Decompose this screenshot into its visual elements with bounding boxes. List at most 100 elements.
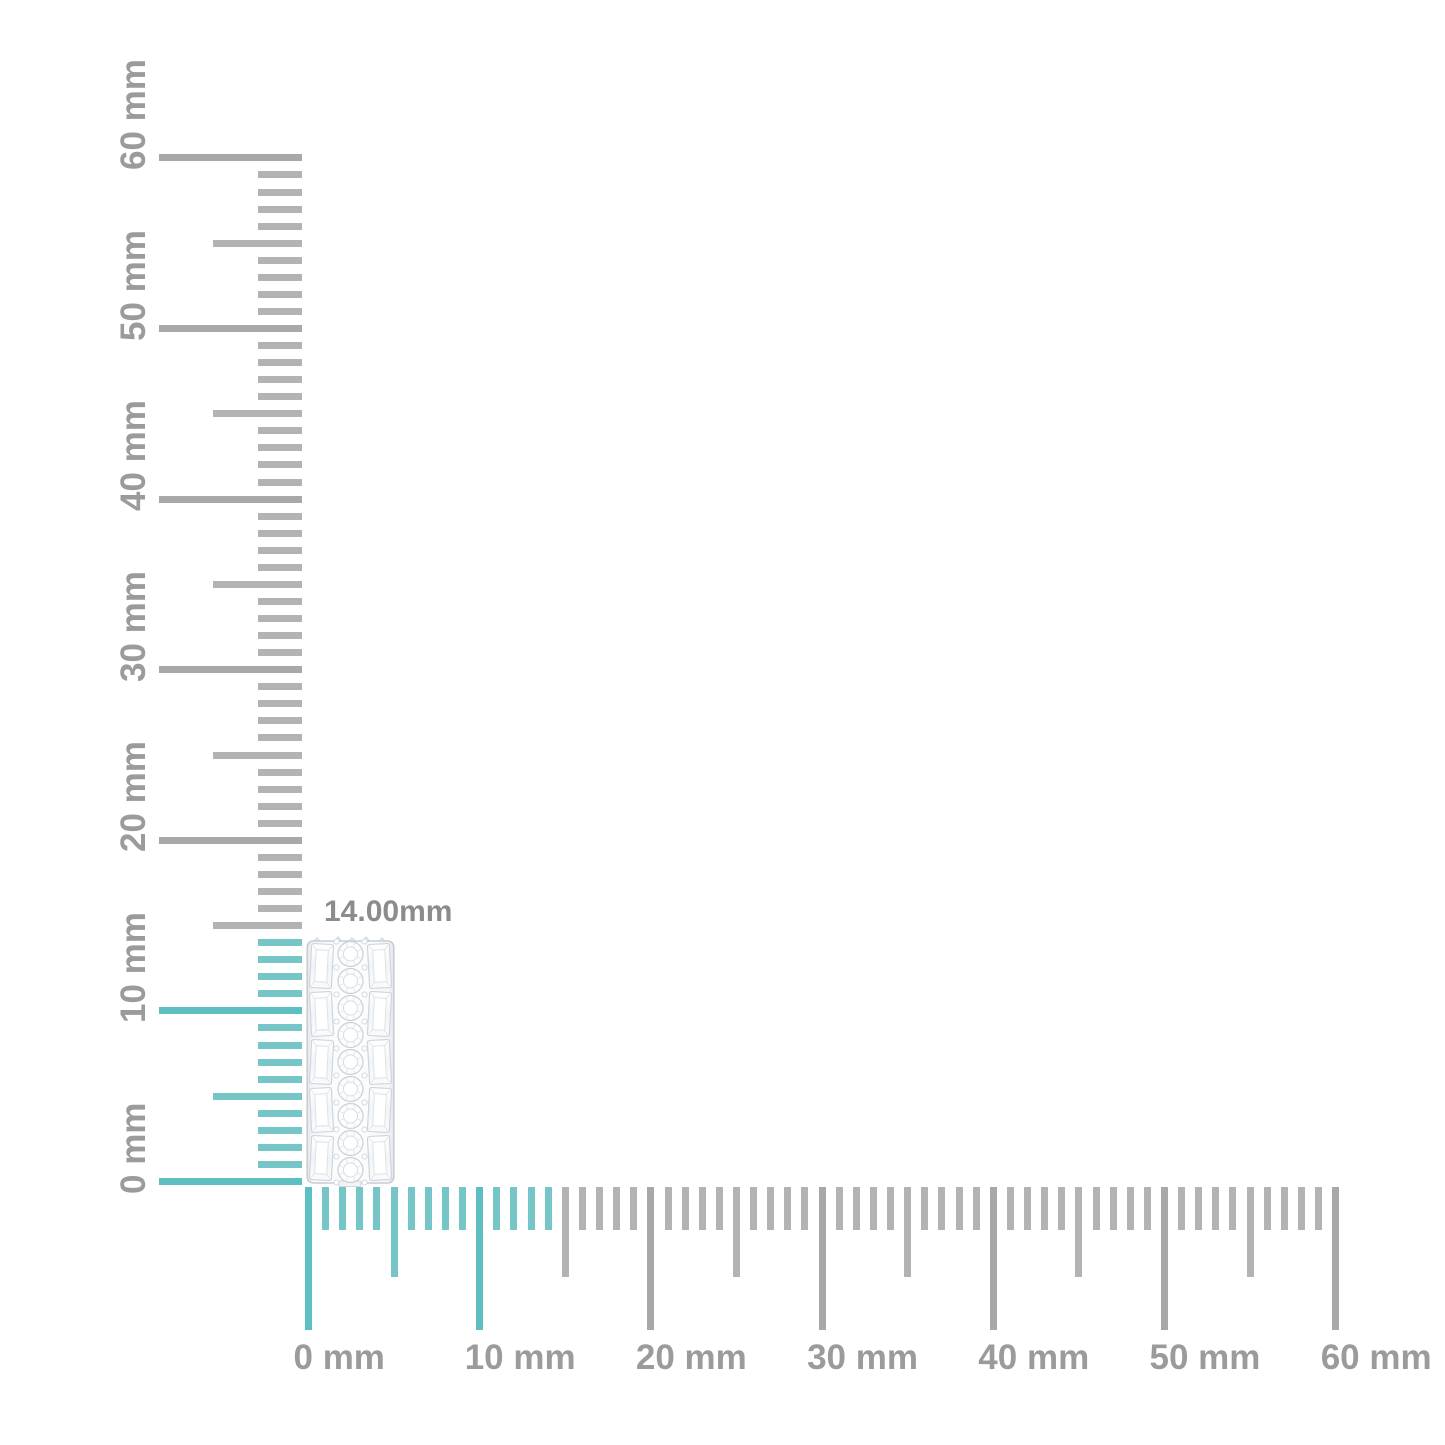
vertical-ruler-tick-15mm: [213, 922, 302, 930]
horizontal-ruler-tick-31mm: [835, 1187, 843, 1230]
vertical-ruler-tick-35mm: [213, 580, 302, 588]
horizontal-ruler-tick-52mm: [1195, 1187, 1203, 1230]
horizontal-ruler-tick-45mm: [1075, 1187, 1083, 1277]
vertical-ruler-tick-24mm: [258, 768, 302, 776]
vertical-ruler-tick-49mm: [258, 342, 302, 350]
prong-bead: [333, 964, 340, 971]
vertical-ruler-tick-12mm: [258, 973, 302, 981]
vertical-ruler-tick-22mm: [258, 802, 302, 810]
horizontal-ruler-tick-8mm: [441, 1187, 449, 1230]
baguette-diamond: [308, 943, 335, 989]
horizontal-ruler-tick-19mm: [630, 1187, 638, 1230]
horizontal-ruler-tick-48mm: [1126, 1187, 1134, 1230]
vertical-ruler-tick-20mm: [159, 836, 302, 844]
horizontal-ruler-tick-26mm: [750, 1187, 758, 1230]
horizontal-ruler-tick-49mm: [1143, 1187, 1151, 1230]
round-diamond: [337, 1102, 364, 1130]
vertical-ruler-tick-5mm: [213, 1092, 302, 1100]
horizontal-ruler-tick-27mm: [767, 1187, 775, 1230]
horizontal-ruler-label-30mm: 30 mm: [807, 1338, 918, 1377]
vertical-ruler-tick-56mm: [258, 222, 302, 230]
horizontal-ruler-tick-54mm: [1229, 1187, 1237, 1230]
vertical-ruler-tick-33mm: [258, 615, 302, 623]
vertical-ruler-tick-8mm: [258, 1041, 302, 1049]
horizontal-ruler-tick-23mm: [698, 1187, 706, 1230]
baguette-diamond: [308, 1039, 335, 1085]
vertical-ruler-tick-2mm: [258, 1143, 302, 1151]
baguette-diamond: [308, 991, 335, 1037]
vertical-ruler-tick-14mm: [258, 939, 302, 947]
horizontal-ruler-tick-46mm: [1092, 1187, 1100, 1230]
round-diamond: [337, 1048, 364, 1076]
horizontal-ruler-tick-4mm: [373, 1187, 381, 1230]
vertical-ruler-tick-42mm: [258, 461, 302, 469]
measurement-label: 14.00mm: [324, 895, 453, 928]
vertical-ruler-tick-48mm: [258, 359, 302, 367]
horizontal-ruler-tick-12mm: [510, 1187, 518, 1230]
horizontal-ruler-tick-18mm: [613, 1187, 621, 1230]
vertical-ruler-tick-40mm: [159, 495, 302, 503]
vertical-ruler-tick-25mm: [213, 751, 302, 759]
vertical-ruler-tick-38mm: [258, 529, 302, 537]
baguette-diamond: [366, 1087, 393, 1133]
horizontal-ruler-tick-9mm: [459, 1187, 467, 1230]
horizontal-ruler-tick-22mm: [681, 1187, 689, 1230]
vertical-ruler-label-20mm: 20 mm: [114, 741, 153, 853]
vertical-ruler-tick-29mm: [258, 683, 302, 691]
vertical-ruler-label-30mm: 30 mm: [114, 570, 153, 682]
horizontal-ruler-tick-0mm: [305, 1187, 312, 1330]
horizontal-ruler-tick-14mm: [544, 1187, 552, 1230]
vertical-ruler-tick-3mm: [258, 1126, 302, 1134]
prong-bead: [361, 938, 368, 945]
prong-bead: [361, 1045, 368, 1052]
horizontal-ruler-tick-44mm: [1058, 1187, 1066, 1230]
horizontal-ruler-tick-2mm: [339, 1187, 347, 1230]
vertical-ruler-tick-0mm: [159, 1178, 302, 1185]
vertical-ruler-tick-58mm: [258, 188, 302, 196]
vertical-ruler-tick-36mm: [258, 563, 302, 571]
vertical-ruler-tick-51mm: [258, 307, 302, 315]
baguette-diamond: [308, 1087, 335, 1133]
round-diamond: [337, 1075, 364, 1103]
vertical-ruler-tick-47mm: [258, 376, 302, 384]
prong-bead: [361, 1153, 368, 1160]
vertical-ruler-tick-60mm: [159, 154, 302, 162]
horizontal-ruler-tick-7mm: [424, 1187, 432, 1230]
horizontal-ruler-tick-42mm: [1024, 1187, 1032, 1230]
vertical-ruler-tick-10mm: [159, 1007, 302, 1015]
horizontal-ruler-tick-51mm: [1178, 1187, 1186, 1230]
vertical-ruler-tick-37mm: [258, 546, 302, 554]
prong-bead: [361, 1126, 368, 1133]
vertical-ruler-tick-19mm: [258, 853, 302, 861]
product-photo: [306, 936, 395, 1187]
stones: [308, 938, 393, 1186]
horizontal-ruler-label-60mm: 60 mm: [1320, 1338, 1432, 1377]
horizontal-ruler-tick-38mm: [955, 1187, 963, 1230]
vertical-ruler-tick-53mm: [258, 273, 302, 281]
horizontal-ruler-tick-20mm: [647, 1187, 655, 1330]
vertical-ruler-tick-30mm: [159, 666, 302, 674]
horizontal-ruler-tick-55mm: [1246, 1187, 1254, 1277]
horizontal-ruler-tick-13mm: [527, 1187, 535, 1230]
horizontal-ruler-tick-58mm: [1297, 1187, 1305, 1230]
horizontal-ruler-tick-57mm: [1280, 1187, 1288, 1230]
prong-bead: [333, 1045, 340, 1052]
horizontal-ruler-label-20mm: 20 mm: [635, 1338, 747, 1377]
baguette-diamond: [366, 1135, 393, 1181]
vertical-ruler-label-60mm: 60 mm: [114, 58, 153, 170]
horizontal-ruler-tick-24mm: [715, 1187, 723, 1230]
vertical-ruler-tick-41mm: [258, 478, 302, 486]
vertical-ruler-label-40mm: 40 mm: [114, 400, 153, 512]
vertical-ruler-tick-4mm: [258, 1109, 302, 1117]
horizontal-ruler-tick-21mm: [664, 1187, 672, 1230]
horizontal-ruler-label-10mm: 10 mm: [464, 1338, 576, 1377]
vertical-ruler-tick-52mm: [258, 290, 302, 298]
round-diamond: [337, 940, 364, 968]
prong-bead: [361, 1179, 368, 1186]
horizontal-ruler-tick-40mm: [989, 1187, 997, 1330]
prong-bead: [333, 1018, 340, 1025]
prong-bead: [361, 1072, 368, 1079]
horizontal-ruler-tick-17mm: [596, 1187, 604, 1230]
horizontal-ruler-tick-35mm: [904, 1187, 912, 1277]
horizontal-ruler-tick-36mm: [921, 1187, 929, 1230]
